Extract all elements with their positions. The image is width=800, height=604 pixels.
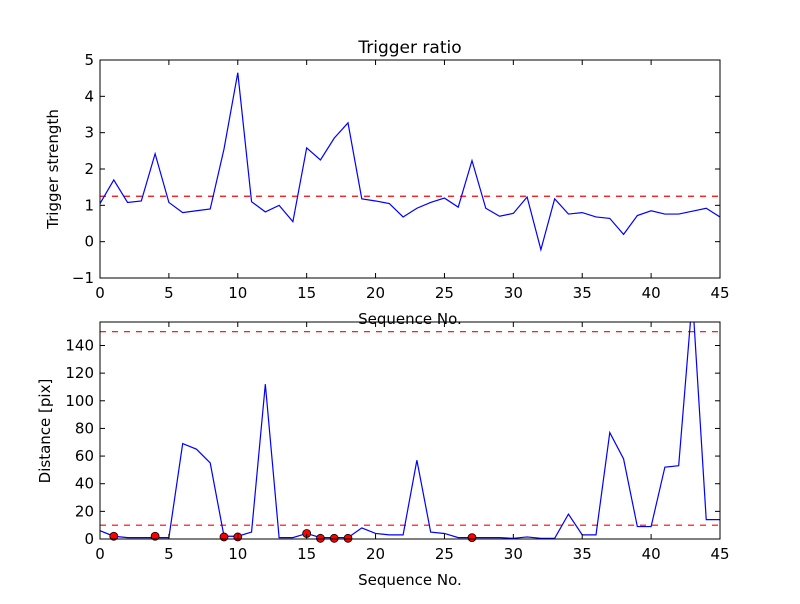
top-x-tick-label: 15	[297, 284, 316, 302]
bottom-data-marker	[467, 533, 477, 543]
bottom-x-tick-label: 45	[710, 545, 729, 563]
bottom-data-marker	[109, 531, 119, 541]
bottom-y-tick-label: 80	[75, 419, 94, 437]
top-y-tick-label: 3	[84, 124, 94, 142]
top-y-tick-label: 0	[84, 233, 94, 251]
bottom-y-tick-label: 40	[75, 475, 94, 493]
top-x-tick-label: 0	[95, 284, 105, 302]
top-y-tick-label: 2	[84, 160, 94, 178]
top-x-tick-label: 10	[228, 284, 247, 302]
bottom-x-axis-label: Sequence No.	[358, 571, 462, 589]
top-axes-frame	[99, 59, 721, 279]
bottom-data-marker	[219, 532, 229, 542]
bottom-x-tick-label: 10	[228, 545, 247, 563]
bottom-y-axis-label: Distance [pix]	[36, 379, 54, 484]
top-y-tick-label: 1	[84, 196, 94, 214]
top-y-tick-label: 4	[84, 87, 94, 105]
bottom-data-marker	[329, 533, 339, 543]
bottom-data-marker	[316, 533, 325, 543]
bottom-y-tick-label: 20	[75, 502, 94, 520]
bottom-y-tick-label: 140	[65, 336, 94, 354]
top-y-tick-label: 5	[84, 51, 94, 69]
top-x-tick-label: 35	[573, 284, 592, 302]
top-y-tick-label: −1	[72, 269, 94, 287]
top-subplot: Trigger ratio 0 5 10 15 20 25 30 35 40 45−1012345…	[44, 38, 730, 328]
bottom-x-tick-label: 25	[435, 545, 454, 563]
bottom-x-tick-label: 20	[366, 545, 385, 563]
bottom-series-line	[100, 322, 720, 539]
bottom-y-tick-label: 60	[75, 447, 94, 465]
bottom-x-tick-label: 5	[164, 545, 174, 563]
bottom-y-tick-label: 120	[65, 364, 94, 382]
bottom-data-marker	[150, 531, 160, 541]
top-x-tick-label: 25	[435, 284, 454, 302]
bottom-axes-frame	[99, 321, 721, 540]
bottom-x-tick-label: 15	[297, 545, 316, 563]
bottom-x-tick-label: 40	[642, 545, 661, 563]
top-x-tick-label: 45	[710, 284, 729, 302]
bottom-x-tick-label: 30	[504, 545, 523, 563]
top-x-tick-label: 30	[504, 284, 523, 302]
top-chart-title: Trigger ratio	[357, 38, 461, 58]
bottom-x-tick-label: 0	[95, 545, 105, 563]
top-x-tick-label: 20	[366, 284, 385, 302]
bottom-x-tick-label: 35	[573, 545, 592, 563]
bottom-y-tick-label: 100	[65, 392, 94, 410]
bottom-subplot: 0 5 10 15 20 25 30 35 40 45 0 20 40 60 80 100 120 140 Seq…	[36, 321, 730, 589]
top-y-axis-label: Trigger strength	[44, 109, 62, 230]
top-x-axis-label: Sequence No.	[358, 310, 462, 328]
bottom-data-marker	[343, 533, 353, 543]
top-x-tick-label: 40	[642, 284, 661, 302]
bottom-plot-area: 0 5 10 15 20 25 30 35 40 45 0 20 40 60 80 100 120 140	[65, 321, 730, 563]
top-series-line	[100, 72, 720, 252]
top-x-tick-label: 5	[164, 284, 174, 302]
bottom-y-tick-label: 0	[84, 530, 94, 548]
